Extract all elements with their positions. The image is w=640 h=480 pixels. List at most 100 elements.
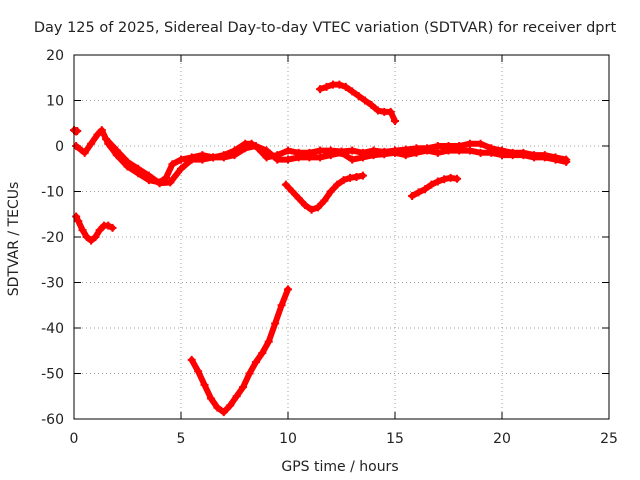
- data-point: [412, 148, 421, 157]
- data-point: [200, 380, 209, 389]
- x-tick-label: 0: [70, 431, 79, 447]
- chart-title: Day 125 of 2025, Sidereal Day-to-day VTE…: [34, 20, 617, 36]
- data-point: [112, 146, 121, 155]
- data-point: [87, 139, 96, 148]
- y-tick-label: -50: [41, 367, 64, 383]
- data-point: [320, 196, 329, 205]
- y-tick-label: -20: [41, 230, 64, 246]
- data-point: [277, 301, 286, 310]
- data-point: [194, 367, 203, 376]
- data-point: [74, 217, 83, 226]
- data-point: [219, 408, 228, 417]
- series-1: [102, 135, 571, 188]
- data-point: [444, 146, 453, 155]
- data-point: [213, 403, 222, 412]
- data-point: [219, 153, 228, 162]
- data-point: [294, 194, 303, 203]
- data-point: [433, 142, 442, 150]
- data-point: [73, 126, 82, 135]
- series-3: [72, 212, 117, 245]
- data-point: [258, 349, 267, 358]
- data-point: [144, 171, 153, 180]
- data-point: [241, 144, 250, 153]
- data-point: [337, 148, 346, 157]
- data-point: [551, 155, 560, 164]
- data-point: [307, 205, 316, 214]
- y-axis-ticks: -60 -50 -40 -30 -20 -10 0 10 20: [41, 48, 609, 428]
- data-point: [440, 175, 449, 184]
- data-point: [348, 87, 357, 96]
- data-point: [168, 160, 177, 169]
- y-tick-label: -60: [41, 412, 64, 428]
- data-point: [72, 212, 81, 221]
- data-point: [369, 151, 378, 160]
- x-axis-ticks: 0 5 10 15 20 25: [70, 55, 618, 447]
- data-point: [519, 151, 528, 160]
- data-point: [288, 187, 297, 196]
- y-tick-label: 0: [55, 139, 64, 155]
- data-point: [91, 233, 100, 241]
- y-axis-label: SDTVAR / TECUs: [6, 182, 22, 297]
- data-point: [373, 106, 382, 115]
- y-tick-label: -30: [41, 276, 64, 292]
- data-point: [348, 155, 357, 164]
- data-point: [487, 148, 496, 157]
- data-point: [209, 153, 218, 162]
- data-point: [262, 153, 271, 162]
- data-point: [354, 91, 363, 100]
- data-point: [284, 285, 292, 294]
- data-point: [465, 139, 474, 148]
- data-point: [166, 178, 175, 187]
- data-point: [97, 126, 106, 135]
- data-point: [358, 153, 367, 162]
- data-point: [420, 185, 429, 194]
- data-point: [455, 146, 464, 155]
- x-tick-label: 10: [279, 431, 297, 447]
- data-point: [198, 155, 207, 164]
- data-point: [245, 369, 254, 378]
- data-point: [358, 171, 367, 180]
- data-point: [80, 148, 89, 157]
- data-point: [316, 153, 325, 162]
- data-point: [316, 146, 325, 155]
- y-tick-label: 20: [46, 48, 64, 64]
- series-7: [408, 173, 462, 201]
- data-point: [72, 142, 81, 150]
- data-point: [326, 187, 335, 196]
- data-point: [284, 146, 292, 155]
- data-point: [230, 151, 239, 160]
- data-point: [465, 146, 474, 155]
- data-point: [352, 172, 361, 181]
- data-point: [232, 392, 241, 401]
- data-point: [313, 203, 322, 212]
- data-point: [87, 236, 96, 245]
- data-point: [226, 401, 235, 410]
- data-point: [476, 139, 485, 148]
- data-point: [262, 146, 271, 155]
- data-point: [155, 179, 164, 188]
- series-2: [70, 126, 82, 136]
- data-point: [206, 394, 215, 403]
- data-point: [251, 358, 260, 367]
- data-point: [391, 148, 399, 157]
- data-point: [414, 188, 423, 197]
- data-point: [271, 319, 280, 328]
- data-point: [341, 82, 350, 91]
- series-4: [187, 285, 292, 417]
- data-point: [348, 146, 357, 155]
- data-series: [70, 80, 571, 417]
- data-point: [391, 116, 399, 125]
- data-point: [367, 101, 376, 110]
- data-point: [333, 180, 342, 189]
- data-point: [284, 155, 292, 164]
- data-point: [187, 355, 196, 364]
- y-tick-label: -40: [41, 321, 64, 337]
- data-point: [78, 226, 87, 235]
- data-point: [134, 164, 143, 173]
- data-point: [423, 146, 432, 155]
- data-point: [498, 151, 506, 160]
- data-point: [294, 153, 303, 162]
- data-point: [326, 151, 335, 160]
